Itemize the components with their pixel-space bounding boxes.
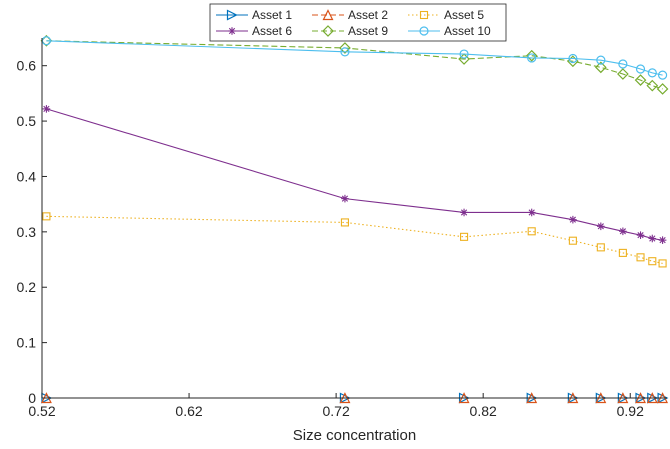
data-point [460, 208, 468, 217]
data-point [636, 253, 645, 262]
data-point [636, 231, 645, 239]
axes: 0.52 0.62 0.72 0.82 0.92 0 0.1 0.2 0.3 0.4 0.5 0.6 [17, 38, 667, 419]
x-tick-label: 0.72 [322, 403, 349, 419]
x-tick-label: 0.82 [470, 403, 497, 419]
legend-item: Asset 6 [216, 24, 292, 38]
series-line [46, 40, 663, 90]
data-point [527, 208, 536, 217]
legend-item: Asset 2 [312, 8, 388, 22]
series-line [46, 108, 663, 241]
y-tick-label: 0.4 [17, 168, 37, 184]
data-point [619, 227, 627, 236]
data-point [42, 212, 51, 221]
data-point [648, 234, 657, 243]
data-point [646, 79, 659, 92]
data-point [657, 70, 668, 80]
legend-swatch-marker [322, 25, 334, 37]
legend-label: Asset 9 [348, 24, 388, 38]
plot-area [40, 34, 669, 404]
legend-swatch-marker [228, 27, 236, 35]
legend-swatch-marker [322, 9, 334, 21]
series-asset-5 [42, 212, 667, 268]
legend-label: Asset 1 [252, 8, 292, 22]
legend: Asset 1 Asset 2 Asset 5 Asset 6 Asset 9 Asset… [209, 3, 507, 42]
legend-item: Asset 1 [216, 8, 292, 22]
legend-label: Asset 2 [348, 8, 388, 22]
data-point [618, 248, 627, 257]
data-point [658, 259, 667, 268]
data-point [459, 49, 469, 59]
data-point [527, 227, 536, 236]
y-tick-label: 0.2 [17, 279, 37, 295]
series-asset-10 [41, 36, 668, 80]
legend-label: Asset 6 [252, 24, 292, 38]
legend-item: Asset 10 [408, 24, 491, 38]
data-point [568, 236, 577, 245]
data-point [569, 215, 577, 224]
data-point [618, 59, 628, 69]
legend-item: Asset 9 [312, 24, 388, 38]
data-point [634, 74, 647, 86]
y-tick-label: 0.5 [17, 113, 37, 129]
data-point [596, 55, 606, 65]
data-point [648, 257, 657, 266]
series-line [46, 40, 663, 76]
legend-swatch-marker [419, 10, 429, 20]
legend-label: Asset 5 [444, 8, 484, 22]
data-point [568, 53, 578, 64]
y-tick-label: 0.3 [17, 224, 37, 240]
legend-label: Asset 10 [444, 24, 491, 38]
x-tick-label: 0.92 [617, 403, 644, 419]
y-tick-label: 0 [28, 390, 36, 406]
data-point [458, 53, 470, 65]
y-tick-label: 0.1 [17, 335, 37, 351]
data-point [341, 194, 349, 203]
data-point [635, 64, 646, 74]
data-point [597, 222, 605, 231]
data-point [617, 68, 629, 80]
data-point [42, 105, 51, 113]
series-line [46, 215, 663, 264]
legend-swatch-marker [226, 9, 238, 21]
x-tick-label: 0.62 [175, 403, 202, 419]
data-point [527, 53, 537, 63]
y-tick-label: 0.6 [17, 58, 37, 74]
data-point [594, 61, 607, 74]
data-point [525, 49, 538, 62]
x-axis-title: Size concentration [293, 427, 416, 444]
legend-box [209, 3, 507, 42]
legend-item: Asset 5 [408, 8, 484, 22]
data-point [596, 243, 605, 252]
data-point [658, 236, 667, 244]
legend-swatch-marker [419, 26, 429, 36]
data-point [460, 232, 469, 241]
data-point [656, 83, 669, 95]
series-asset-6 [42, 105, 667, 244]
data-point [340, 218, 349, 227]
data-point [339, 42, 351, 54]
x-tick-label: 0.52 [28, 403, 55, 419]
data-point [647, 68, 657, 78]
data-point [340, 47, 350, 57]
